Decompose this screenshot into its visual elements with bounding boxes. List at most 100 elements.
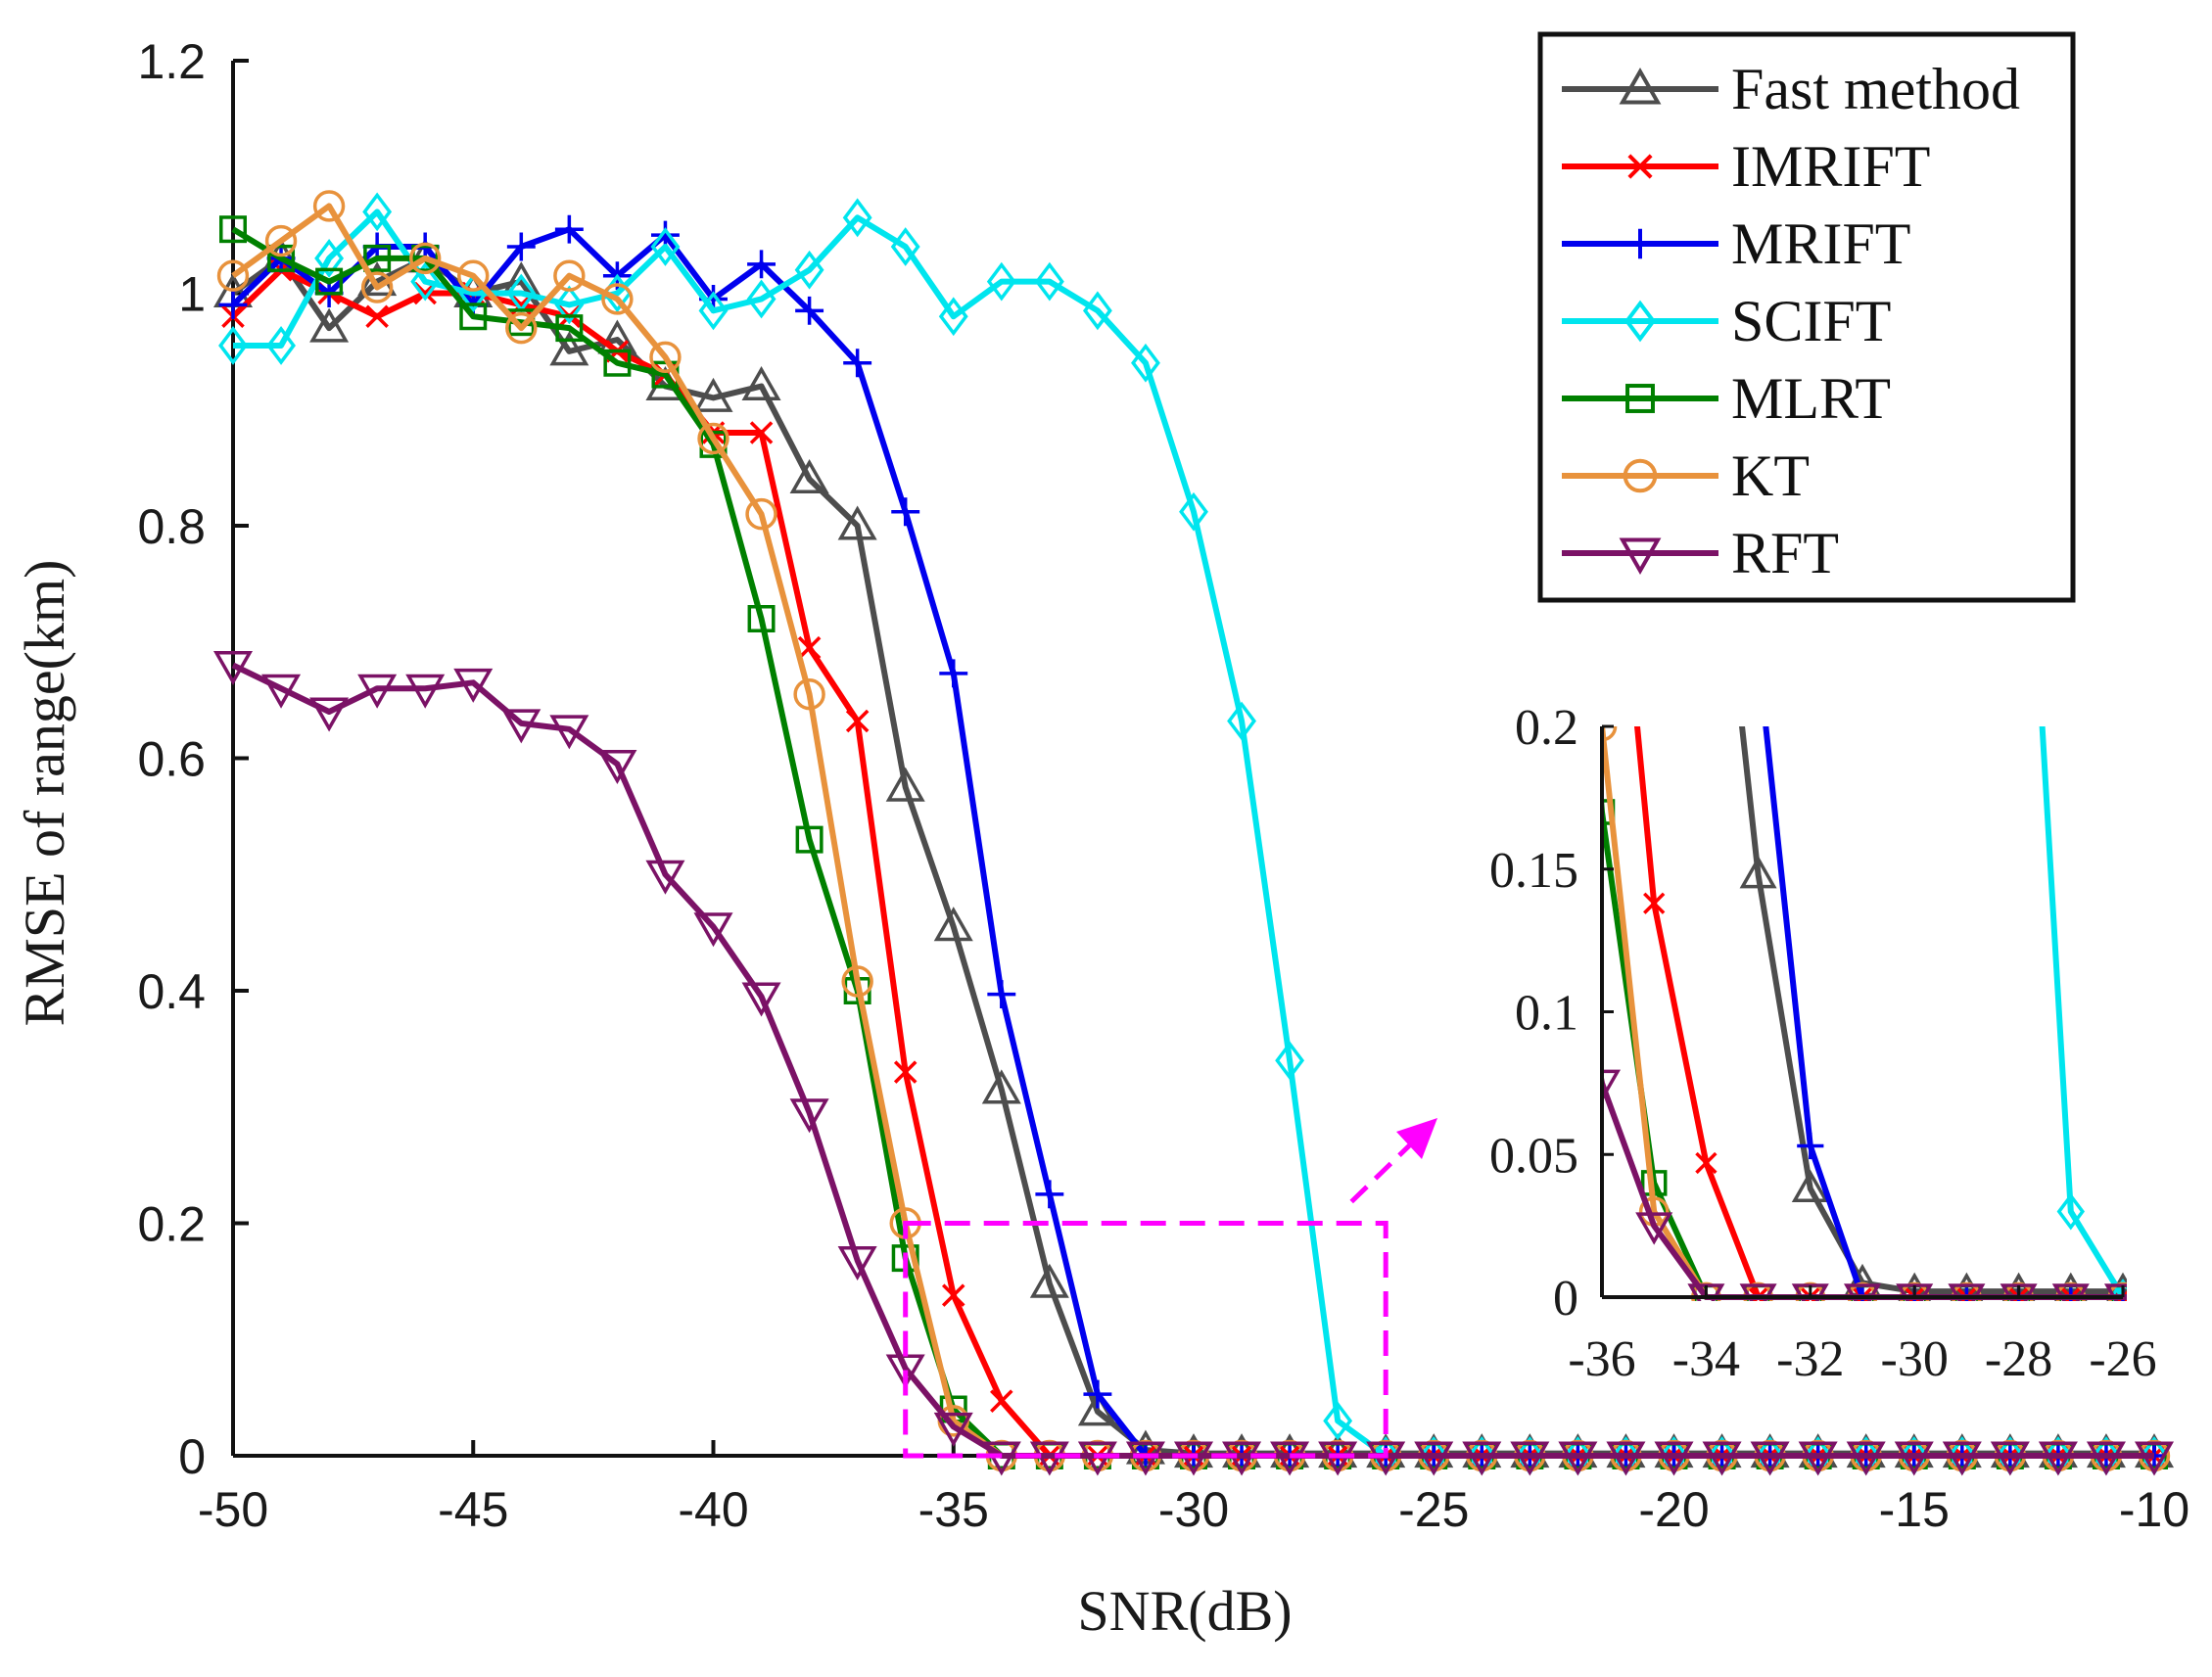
data-point-marker [554,285,585,325]
data-point-marker [309,697,350,732]
data-point-marker [1131,343,1160,383]
y-tick-label: 1.2 [137,34,206,89]
data-point-marker [362,192,393,232]
data-point-marker [1654,1441,1694,1476]
data-point-marker [365,304,389,329]
inset-y-tick-label: 0.2 [1515,700,1578,756]
y-tick-label: 1 [178,267,206,322]
data-point-marker [506,232,536,261]
data-point-marker [1942,1441,1982,1476]
data-point-marker [981,1069,1021,1104]
data-point-marker [797,635,822,660]
legend-label: MRIFT [1731,211,1910,276]
inset-y-tick-label: 0 [1553,1271,1578,1327]
legend-label: IMRIFT [1731,134,1930,199]
data-point-marker [793,677,825,711]
data-point-marker [1606,1441,1646,1476]
inset-x-tick-label: -36 [1568,1331,1635,1387]
data-point-marker [1462,1441,1502,1476]
inset-x-tick-label: -32 [1776,1331,1844,1387]
data-point-marker [697,422,729,455]
data-point-marker [1619,67,1662,105]
legend-entry: MRIFT [1562,211,1910,276]
data-point-marker [1643,892,1666,914]
y-axis-label: RMSE of range(km) [13,560,76,1027]
data-point-marker [2108,1279,2127,1301]
legend: Fast method IMRIFT MRIFT SCIFT MLRT KT RFT [1537,31,2076,603]
data-point-marker [789,1098,829,1134]
data-point-marker [1083,1379,1112,1409]
data-point-marker [1791,1169,1829,1202]
data-point-marker [747,250,776,279]
data-point-marker [1414,1441,1454,1476]
data-point-marker [266,326,296,365]
legend-entry: MLRT [1562,366,1891,431]
data-point-marker [933,907,973,942]
data-point-marker [549,331,589,366]
data-point-marker [453,668,494,703]
legend-entry: IMRIFT [1562,134,1930,199]
data-point-marker [1034,261,1064,302]
inset-zoom-plot: -36 -34 -32 -30 -28 -26 0 0.05 0.1 0.15 0.2 [1489,700,2157,1387]
data-point-marker [597,749,637,784]
data-point-marker [2038,1441,2078,1476]
data-point-marker [411,244,440,272]
data-point-marker [219,215,247,244]
data-point-marker [555,314,584,343]
data-point-marker [264,224,298,257]
data-point-marker [216,259,250,292]
data-point-marker [261,674,302,709]
inset-x-tick-label: -30 [1881,1331,1949,1387]
data-point-marker [1275,1041,1305,1081]
x-tick-label: -20 [1638,1482,1709,1537]
data-point-marker [693,912,733,948]
y-tick-label: 0.4 [137,964,206,1019]
data-point-marker [837,1246,877,1281]
data-point-marker [749,421,774,444]
data-point-marker [893,1060,918,1084]
data-point-marker [314,238,345,278]
data-point-marker [1510,1441,1550,1476]
data-point-marker [1227,701,1256,741]
zoom-arrow-line [1349,1126,1430,1204]
data-point-marker [891,497,920,527]
data-point-marker [1990,1441,2030,1476]
data-point-marker [842,198,872,238]
data-point-marker [745,497,777,531]
data-point-marker [2086,1441,2126,1476]
data-point-marker [409,242,442,275]
data-point-marker [1798,1441,1838,1476]
data-point-marker [1602,1069,1622,1102]
data-point-marker [885,767,925,802]
data-point-marker [501,709,541,744]
data-point-marker [218,290,248,319]
data-point-marker [549,715,589,750]
data-point-marker [1625,384,1655,413]
data-point-marker [2134,1441,2175,1476]
legend-entry: Fast method [1562,57,2020,121]
x-tick-label: -15 [1879,1482,1950,1537]
inset-x-tick-label: -34 [1672,1331,1740,1387]
data-point-marker [890,227,920,266]
legend-label: MLRT [1731,366,1891,431]
data-point-marker [746,279,777,319]
data-point-marker [1029,1263,1069,1298]
data-point-marker [794,250,824,290]
y-tick-label: 0.8 [137,499,206,554]
data-point-marker [2056,1192,2085,1231]
x-tick-label: -40 [678,1482,748,1537]
data-point-marker [267,244,296,272]
x-tick-label: -50 [198,1482,268,1537]
legend-entry: KT [1562,443,1810,508]
data-point-marker [845,709,870,733]
data-point-marker [1623,458,1658,493]
data-point-marker [312,190,346,222]
x-tick-label: -25 [1398,1482,1469,1537]
data-point-marker [795,296,824,325]
data-point-marker [1635,1212,1673,1245]
data-point-marker [1702,1441,1742,1476]
data-point-marker [837,505,877,540]
data-point-marker [747,605,776,632]
legend-entry: SCIFT [1562,289,1891,353]
